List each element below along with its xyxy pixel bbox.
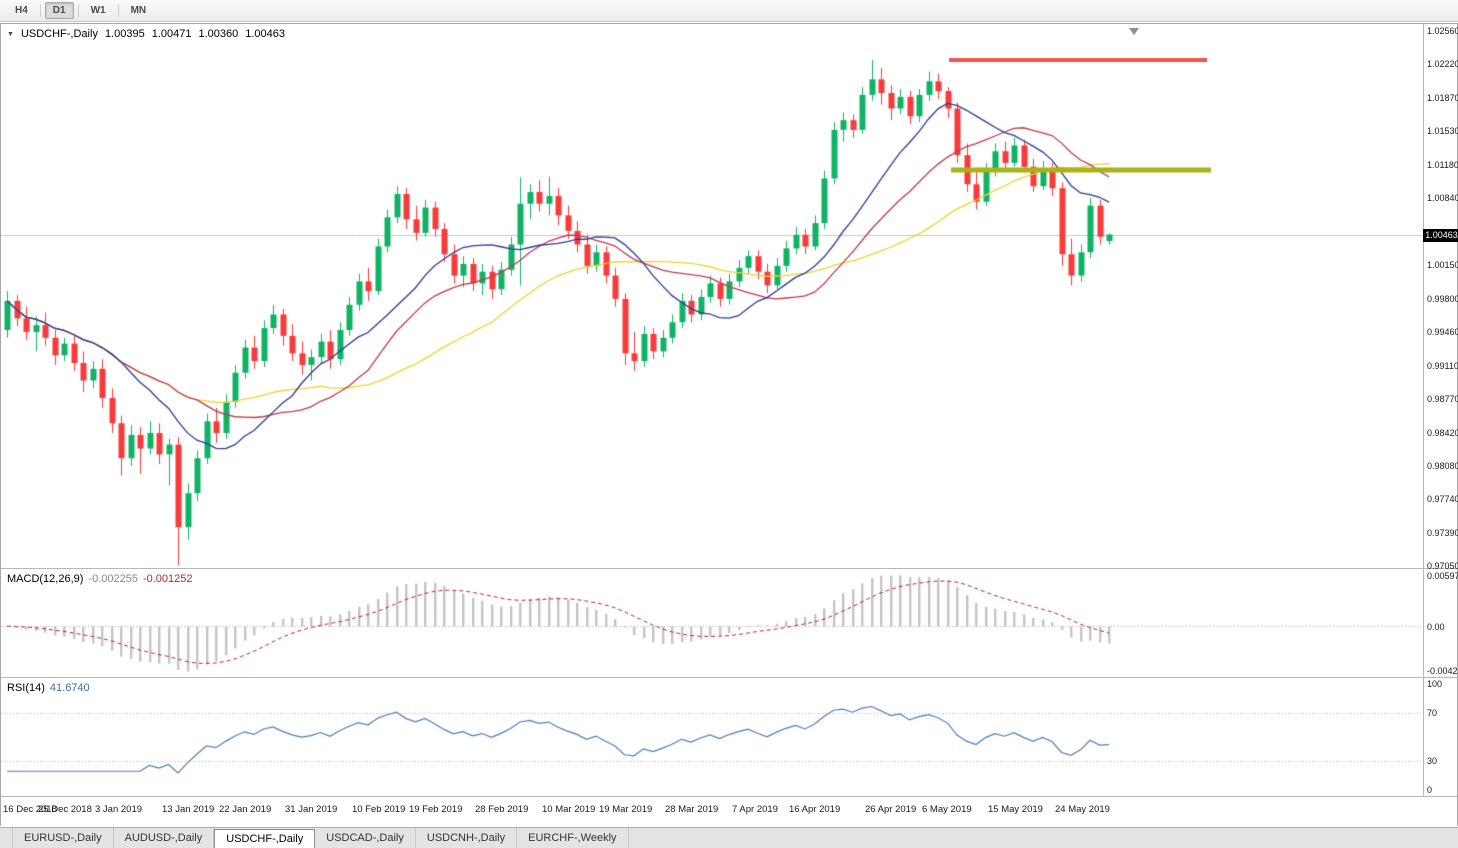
- rsi-panel-canvas[interactable]: [1, 678, 1423, 796]
- toolbar-separator: [77, 4, 79, 17]
- time-axis-label: 26 Apr 2019: [865, 804, 917, 815]
- time-axis-label: 25 Dec 2018: [38, 804, 92, 815]
- time-axis-label: 10 Feb 2019: [352, 804, 406, 815]
- ohlc-high: 1.00471: [151, 28, 192, 40]
- time-axis-label: 10 Mar 2019: [542, 804, 596, 815]
- price-axis-label: 0.98770: [1427, 393, 1458, 404]
- price-axis-label: 0.99110: [1427, 360, 1458, 371]
- chart-tab-eurchf-weekly[interactable]: EURCHF-,Weekly: [517, 828, 629, 848]
- macd-main-value: -0.002255: [88, 573, 138, 585]
- rsi-label: RSI(14) 41.6740: [7, 682, 95, 694]
- chart-tab-audusd-daily[interactable]: AUDUSD-,Daily: [114, 828, 215, 848]
- rsi-axis-label: 100: [1427, 679, 1443, 689]
- time-axis-label: 3 Jan 2019: [95, 804, 143, 815]
- price-axis-label: 0.98080: [1427, 461, 1458, 471]
- ohlc-low: 1.00360: [198, 28, 239, 40]
- rsi-axis-label: 30: [1427, 755, 1438, 766]
- time-axis-label: 16 Apr 2019: [789, 804, 841, 815]
- time-axis-label: 28 Mar 2019: [665, 804, 719, 815]
- price-axis-label: 1.02560: [1427, 25, 1458, 36]
- rsi-value: 41.6740: [49, 682, 90, 694]
- panel-separator: [1, 568, 1457, 569]
- time-axis-label: 22 Jan 2019: [219, 804, 272, 815]
- macd-signal-value: -0.001252: [142, 573, 193, 585]
- macd-panel-canvas[interactable]: [1, 569, 1423, 677]
- price-axis-label: 1.00840: [1427, 192, 1458, 203]
- rsi-axis-label: 0: [1427, 785, 1433, 795]
- toolbar-separator: [39, 4, 41, 17]
- price-axis-label: 1.01870: [1427, 92, 1458, 103]
- chart-shift-marker-icon[interactable]: [1129, 28, 1139, 35]
- chart-tab-eurusd-daily[interactable]: EURUSD-,Daily: [12, 828, 114, 848]
- time-axis-label: 15 May 2019: [988, 804, 1043, 815]
- time-axis-label: 19 Mar 2019: [599, 804, 653, 815]
- chart-tab-usdcnh-daily[interactable]: USDCNH-,Daily: [416, 828, 518, 848]
- chart-tab-usdcad-daily[interactable]: USDCAD-,Daily: [315, 828, 416, 848]
- time-axis-label: 28 Feb 2019: [475, 804, 529, 815]
- time-axis-label: 6 May 2019: [922, 804, 972, 815]
- rsi-title: RSI(14): [7, 682, 45, 694]
- price-axis-label: 0.99460: [1427, 326, 1458, 337]
- symbol-title: USDCHF-,Daily: [20, 28, 98, 40]
- price-axis-label: 0.97390: [1427, 528, 1458, 539]
- macd-label: MACD(12,26,9) -0.002255 -0.001252: [7, 573, 198, 585]
- price-axis-label: 0.97050: [1427, 561, 1458, 572]
- chart-tab-usdchf-daily[interactable]: USDCHF-,Daily: [214, 829, 316, 848]
- timeframe-button-mn[interactable]: MN: [130, 5, 147, 16]
- price-axis-border: [1423, 24, 1424, 797]
- toolbar-separator: [117, 4, 119, 17]
- timeframe-toolbar: H4 D1 W1 MN: [0, 0, 1458, 22]
- time-axis-label: 19 Feb 2019: [409, 804, 463, 815]
- chart-tab-bar: EURUSD-,Daily AUDUSD-,Daily USDCHF-,Daily U…: [0, 827, 1458, 848]
- time-axis-label: 16 Dec 2018: [3, 804, 57, 815]
- price-axis-label: 1.01180: [1427, 159, 1458, 170]
- time-axis-label: 31 Jan 2019: [285, 804, 338, 815]
- price-axis[interactable]: 1.02560 1.02220 1.01870 1.01530 1.01180 1.008…: [1423, 24, 1458, 797]
- time-axis[interactable]: 16 Dec 2018 25 Dec 2018 3 Jan 2019 13 Jan 2…: [1, 797, 1457, 827]
- timeframe-button-w1[interactable]: W1: [90, 5, 106, 16]
- timeframe-button-h4[interactable]: H4: [15, 5, 28, 16]
- time-axis-label: 24 May 2019: [1055, 804, 1110, 815]
- macd-axis-label: -0.00425: [1427, 666, 1458, 676]
- time-axis-label: 13 Jan 2019: [162, 804, 215, 815]
- symbol-info-line: ▼ USDCHF-,Daily 1.00395 1.00471 1.00360 …: [7, 28, 285, 40]
- price-axis-label: 0.99800: [1427, 293, 1458, 304]
- chart-window: ▼ USDCHF-,Daily 1.00395 1.00471 1.00360 …: [0, 23, 1458, 827]
- price-axis-label: 0.97740: [1427, 494, 1458, 505]
- panel-separator: [1, 677, 1457, 678]
- macd-title: MACD(12,26,9): [7, 573, 84, 585]
- panel-separator: [1, 796, 1457, 797]
- collapse-triangle-icon[interactable]: ▼: [7, 30, 14, 38]
- price-axis-label: 1.00150: [1427, 259, 1458, 270]
- macd-axis-label: 0.00: [1427, 621, 1445, 632]
- ohlc-open: 1.00395: [104, 28, 145, 40]
- current-price-tag: 1.00463: [1423, 228, 1458, 242]
- price-axis-label: 1.01530: [1427, 125, 1458, 136]
- price-axis-label: 1.02220: [1427, 58, 1458, 69]
- timeframe-button-d1[interactable]: D1: [44, 2, 74, 19]
- macd-axis-label: 0.00597: [1427, 571, 1458, 581]
- rsi-axis-label: 70: [1427, 708, 1438, 719]
- price-chart-canvas[interactable]: [1, 24, 1423, 568]
- ohlc-close: 1.00463: [245, 28, 285, 40]
- time-axis-label: 7 Apr 2019: [732, 804, 778, 815]
- price-axis-label: 0.98420: [1427, 427, 1458, 438]
